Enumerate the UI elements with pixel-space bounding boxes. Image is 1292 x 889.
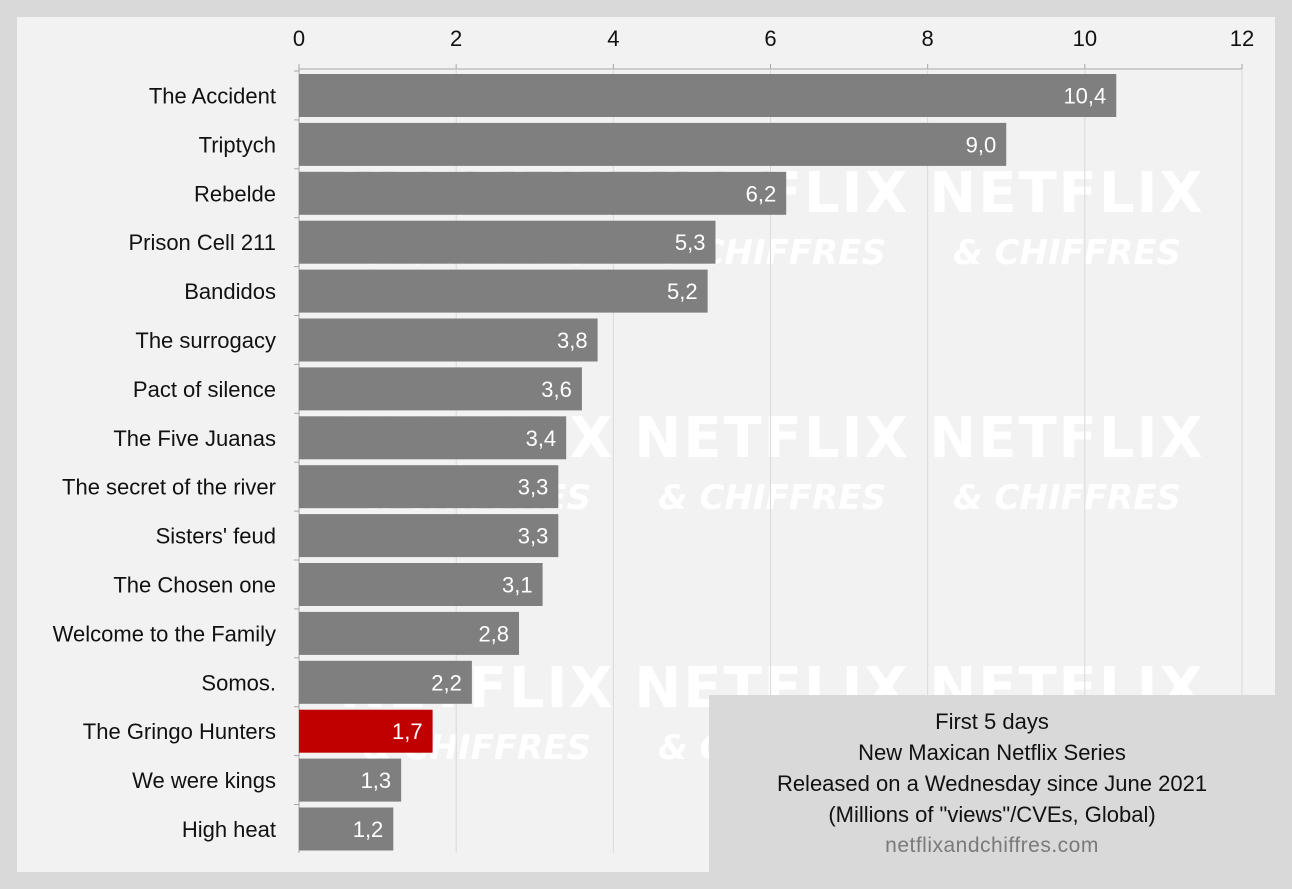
watermark-netflix: NETFLIX xyxy=(634,406,909,471)
category-label: Prison Cell 211 xyxy=(128,230,276,255)
category-label: We were kings xyxy=(132,768,276,793)
bar xyxy=(299,758,402,802)
category-label: The secret of the river xyxy=(62,475,276,500)
x-tick-label: 10 xyxy=(1073,26,1097,51)
bar-chart: NETFLIX & CHIFFRES NETFLIX & CHIFFRES NETFLI… xyxy=(53,26,1254,853)
bar-value-label: 3,3 xyxy=(518,475,549,500)
bar xyxy=(299,220,716,264)
category-label: Sisters' feud xyxy=(156,524,276,549)
category-label: Rebelde xyxy=(194,181,276,206)
category-label: The Five Juanas xyxy=(113,426,276,451)
watermark-netflix: NETFLIX xyxy=(929,161,1204,226)
x-tick-label: 6 xyxy=(764,26,776,51)
bar xyxy=(299,122,1007,166)
legend-box: First 5 days New Maxican Netflix Series … xyxy=(709,695,1275,872)
bar xyxy=(299,171,787,215)
bar xyxy=(299,269,708,313)
bar xyxy=(299,514,559,558)
bar-value-label: 1,2 xyxy=(353,817,384,842)
bar-value-label: 3,8 xyxy=(557,328,588,353)
bar-value-label: 1,3 xyxy=(361,768,392,793)
legend-line-release: Released on a Wednesday since June 2021 xyxy=(776,771,1208,796)
bar xyxy=(299,465,559,509)
bar xyxy=(299,563,543,606)
watermark-chiffres: & CHIFFRES xyxy=(658,478,886,518)
category-label: Bandidos xyxy=(184,279,276,304)
bar xyxy=(299,611,520,655)
bar xyxy=(299,416,567,460)
x-tick-label: 0 xyxy=(293,26,305,51)
bar xyxy=(299,74,1117,117)
bar xyxy=(299,709,433,753)
bar-value-label: 9,0 xyxy=(966,132,997,157)
bar xyxy=(299,660,472,704)
x-tick-label: 8 xyxy=(922,26,934,51)
category-label: The Chosen one xyxy=(113,573,276,598)
legend-line-period: First 5 days xyxy=(935,709,1049,734)
bar xyxy=(299,367,582,411)
bar xyxy=(299,318,598,362)
bar-value-label: 5,3 xyxy=(675,230,706,255)
bar-value-label: 10,4 xyxy=(1063,84,1106,109)
category-label: The surrogacy xyxy=(135,328,276,353)
legend-line-subject: New Maxican Netflix Series xyxy=(858,740,1126,765)
watermark-chiffres: & CHIFFRES xyxy=(953,233,1181,273)
chart-frame: NETFLIX & CHIFFRES NETFLIX & CHIFFRES NETFLI… xyxy=(17,17,1275,872)
category-label: High heat xyxy=(182,817,276,842)
bar-value-label: 2,2 xyxy=(431,670,462,695)
bar xyxy=(299,807,394,851)
x-tick-label: 2 xyxy=(450,26,462,51)
x-tick-label: 4 xyxy=(607,26,619,51)
legend-line-units: (Millions of "views"/CVEs, Global) xyxy=(828,802,1156,827)
x-axis-ticks: 0 2 4 6 8 10 12 xyxy=(293,26,1254,51)
category-label: Welcome to the Family xyxy=(53,621,276,646)
bar-value-label: 3,3 xyxy=(518,524,549,549)
category-label: Pact of silence xyxy=(133,377,276,402)
bar-value-label: 3,1 xyxy=(502,573,533,598)
bar-value-label: 3,6 xyxy=(541,377,572,402)
bar-value-label: 2,8 xyxy=(478,621,509,646)
bar-value-label: 3,4 xyxy=(526,426,557,451)
bars: 10,4 9,0 6,2 5,3 5,2 3,8 3,6 3,4 3,3 3,3 3,1 2,8 2,2… xyxy=(299,74,1117,851)
category-label: Triptych xyxy=(199,132,276,157)
bar-value-label: 1,7 xyxy=(392,719,423,744)
bar-value-label: 5,2 xyxy=(667,279,698,304)
category-label: The Accident xyxy=(149,84,276,109)
bar-value-label: 6,2 xyxy=(746,181,777,206)
watermark-chiffres: & CHIFFRES xyxy=(953,478,1181,518)
category-labels: The Accident Triptych Rebelde Prison Cell 2… xyxy=(53,84,276,843)
category-label: Somos. xyxy=(201,670,276,695)
source-credit: netflixandchiffres.com xyxy=(885,834,1099,857)
category-label: The Gringo Hunters xyxy=(83,719,276,744)
x-tick-label: 12 xyxy=(1230,26,1254,51)
watermark-netflix: NETFLIX xyxy=(929,406,1204,471)
